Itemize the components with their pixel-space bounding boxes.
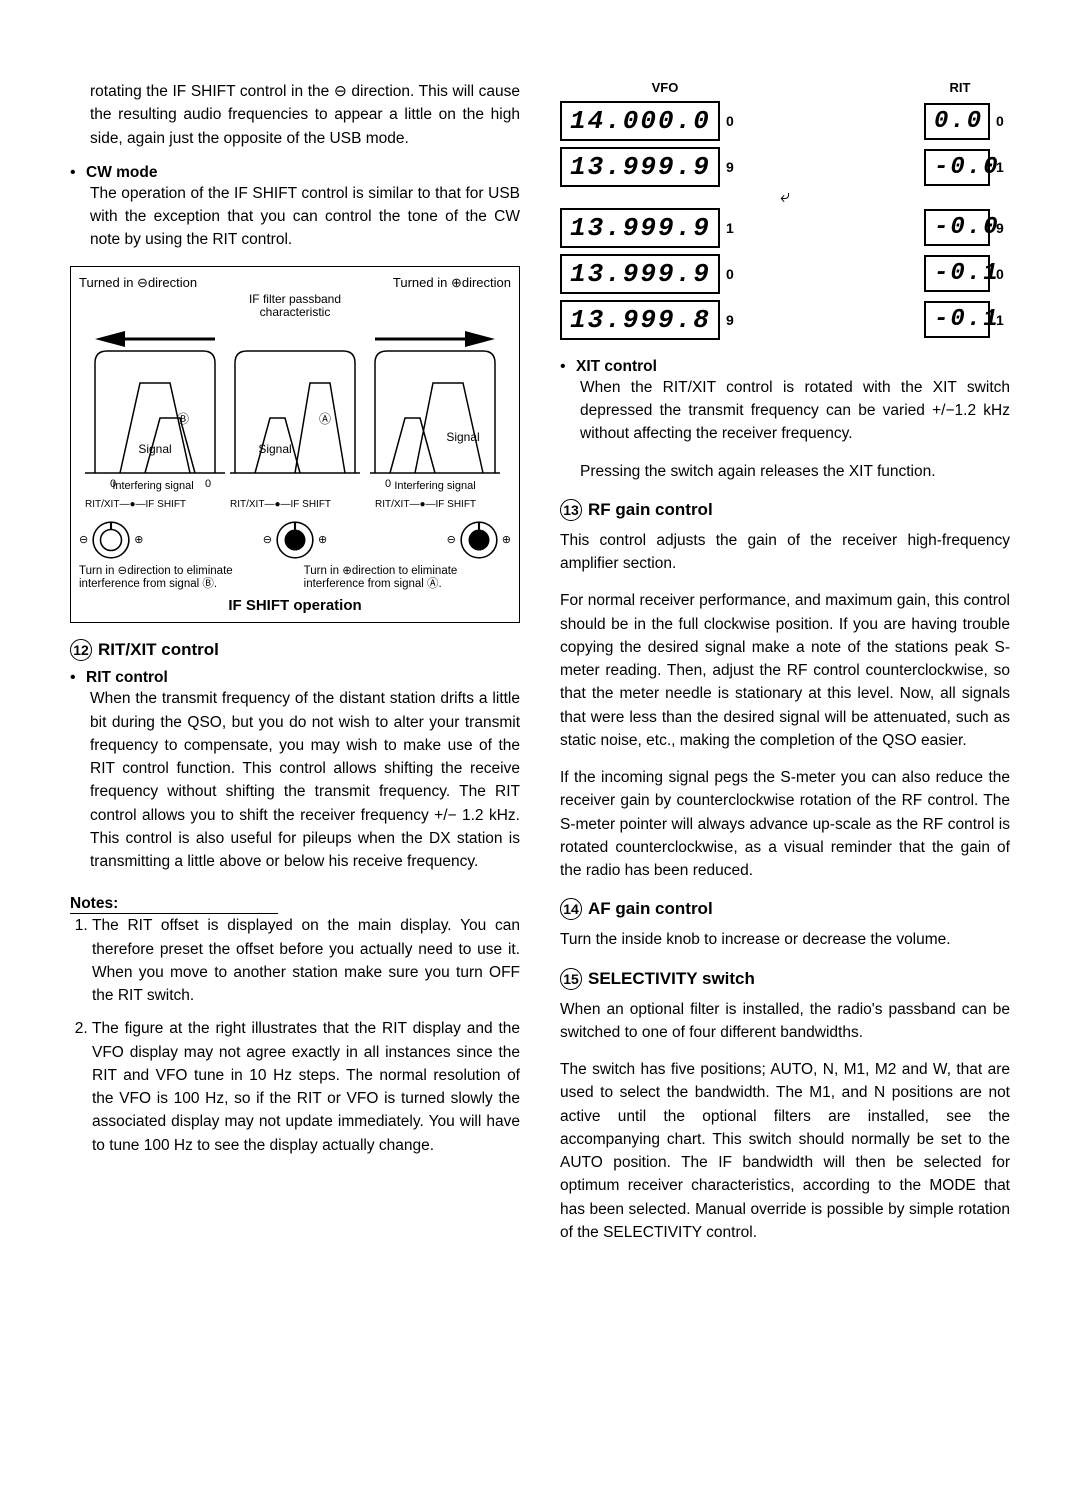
rit-extra-digit: 1 [996,312,1010,328]
diagram-top-left: Turned in ⊖direction [79,275,197,291]
cw-mode-body: The operation of the IF SHIFT control is… [70,182,520,252]
rit-control-block: •RIT control When the transmit frequency… [70,669,520,873]
rit-extra-digit: 1 [996,159,1010,175]
vfo-row: 13.999.9 9 -0.0 1 [560,147,1010,187]
vfo-display: 13.999.9 [560,147,720,187]
vfo-extra-digit: 9 [726,312,740,328]
svg-text:Interfering signal: Interfering signal [112,480,193,492]
s13-p1: This control adjusts the gain of the rec… [560,529,1010,576]
section-14-heading: 14 AF gain control [560,898,1010,920]
xit-control-block: •XIT control When the RIT/XIT control is… [560,358,1010,483]
s15-p1: When an optional filter is installed, th… [560,998,1010,1045]
notes-list: The RIT offset is displayed on the main … [70,914,520,1157]
vfo-row: 13.999.9 0 -0.1 0 [560,254,1010,294]
rit-header: RIT [910,80,1010,95]
diagram-bottom-labels: Turn in ⊖direction to eliminate interfer… [79,565,511,591]
svg-text:0: 0 [385,478,391,490]
svg-text:Signal: Signal [138,442,171,456]
svg-text:Interfering signal: Interfering signal [394,480,475,492]
rit-display: -0.1 [924,301,990,338]
section-15-heading: 15 SELECTIVITY switch [560,968,1010,990]
section-13-heading: 13 RF gain control [560,499,1010,521]
vfo-display: 13.999.9 [560,208,720,248]
notes-section: Notes: The RIT offset is displayed on th… [70,887,520,1157]
cw-mode-block: •CW mode The operation of the IF SHIFT c… [70,164,520,252]
circled-number-icon: 13 [560,499,582,521]
knob-icon [90,519,132,561]
diagram-bottom-right: Turn in ⊕direction to eliminate interfer… [304,565,511,591]
vfo-display: 14.000.0 [560,101,720,141]
rit-display: -0.0 [924,209,990,246]
diagram-title: IF SHIFT operation [79,597,511,614]
section-12-heading: 12 RIT/XIT control [70,639,520,661]
rit-display: -0.1 [924,255,990,292]
vfo-extra-digit: 0 [726,266,740,282]
vfo-display: 13.999.8 [560,300,720,340]
bullet-icon: • [70,669,86,687]
cw-mode-title: CW mode [86,164,157,181]
right-column: VFO RIT 14.000.0 0 0.0 0 13.999.9 9 -0.0… [560,80,1010,1258]
rit-control-body: When the transmit frequency of the dista… [70,687,520,873]
knob-1: ⊖ ⊕ [79,519,143,561]
note-item: The RIT offset is displayed on the main … [92,914,520,1007]
intro-paragraph: rotating the IF SHIFT control in the ⊖ d… [70,80,520,150]
left-column: rotating the IF SHIFT control in the ⊖ d… [70,80,520,1258]
vfo-extra-digit: 1 [726,220,740,236]
knob-3: ⊖ ⊕ [447,519,511,561]
rit-display: -0.0 [924,149,990,186]
svg-text:Signal: Signal [258,442,291,456]
diagram-center-caption: IF filter passband characteristic [79,293,511,319]
section-13-title: RF gain control [588,500,713,520]
rit-control-title: RIT control [86,669,168,686]
s15-p2: The switch has five positions; AUTO, N, … [560,1058,1010,1244]
svg-text:Ⓑ: Ⓑ [177,412,189,426]
vfo-row: 13.999.8 9 -0.1 1 [560,300,1010,340]
page-columns: rotating the IF SHIFT control in the ⊖ d… [70,80,1010,1258]
bullet-icon: • [70,164,86,182]
filter-plot-svg: Signal Signal Signal Ⓑ Ⓐ 0 Interfering s… [79,323,511,513]
rit-extra-digit: 0 [996,113,1010,129]
rit-display: 0.0 [924,103,990,140]
vfo-header: VFO [560,80,770,95]
vfo-extra-digit: 0 [726,113,740,129]
notes-heading: Notes: [70,895,278,914]
rit-extra-digit: 0 [996,266,1010,282]
vfo-row: 13.999.9 1 -0.0 9 [560,208,1010,248]
s13-p3: If the incoming signal pegs the S-meter … [560,766,1010,882]
knob-row: ⊖ ⊕ ⊖ ⊕ ⊖ ⊕ [79,519,511,561]
filter-plot: Signal Signal Signal Ⓑ Ⓐ 0 Interfering s… [79,323,511,513]
svg-text:RIT/XIT—●—IF SHIFT: RIT/XIT—●—IF SHIFT [230,499,331,510]
circled-number-icon: 15 [560,968,582,990]
diagram-top-row: Turned in ⊖direction Turned in ⊕directio… [79,275,511,291]
s13-p2: For normal receiver performance, and max… [560,589,1010,752]
knob-icon [274,519,316,561]
vfo-row: 14.000.0 0 0.0 0 [560,101,1010,141]
knob-2: ⊖ ⊕ [263,519,327,561]
s14-p1: Turn the inside knob to increase or decr… [560,928,1010,951]
vfo-display: 13.999.9 [560,254,720,294]
svg-text:RIT/XIT—●—IF SHIFT: RIT/XIT—●—IF SHIFT [375,499,476,510]
xit-control-body2: Pressing the switch again releases the X… [560,460,1010,483]
curve-connector: ⤶ [560,191,1010,202]
svg-text:Ⓐ: Ⓐ [319,412,331,426]
section-15-title: SELECTIVITY switch [588,969,755,989]
diagram-top-right: Turned in ⊕direction [393,275,511,291]
rit-extra-digit: 9 [996,220,1010,236]
knob-icon [458,519,500,561]
circled-number-icon: 14 [560,898,582,920]
xit-control-title: XIT control [576,358,657,375]
xit-control-body1: When the RIT/XIT control is rotated with… [560,376,1010,446]
section-12-title: RIT/XIT control [98,640,219,660]
vfo-extra-digit: 9 [726,159,740,175]
svg-text:0: 0 [205,478,211,490]
svg-text:Signal: Signal [446,430,479,444]
bullet-icon: • [560,358,576,376]
circled-number-icon: 12 [70,639,92,661]
diagram-bottom-left: Turn in ⊖direction to eliminate interfer… [79,565,286,591]
section-14-title: AF gain control [588,899,713,919]
svg-text:RIT/XIT—●—IF SHIFT: RIT/XIT—●—IF SHIFT [85,499,186,510]
if-shift-diagram: Turned in ⊖direction Turned in ⊕directio… [70,266,520,624]
note-item: The figure at the right illustrates that… [92,1017,520,1157]
vfo-rit-table: VFO RIT 14.000.0 0 0.0 0 13.999.9 9 -0.0… [560,80,1010,340]
